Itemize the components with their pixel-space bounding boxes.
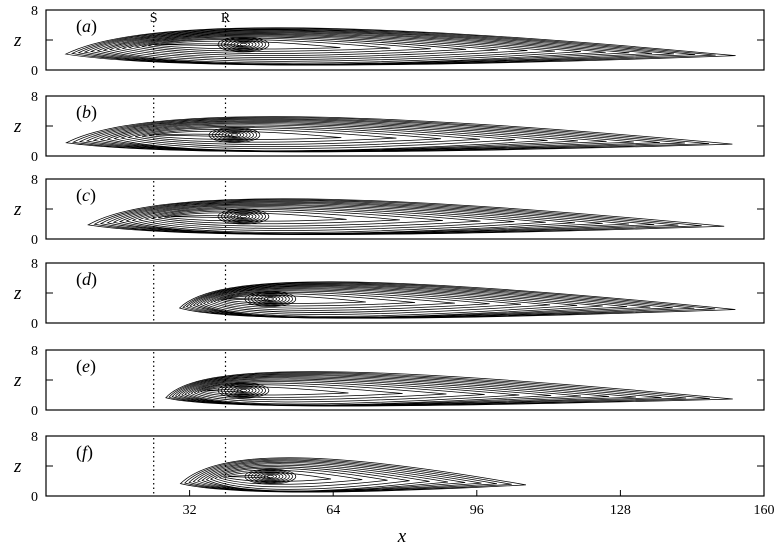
- x-tick-label: 160: [754, 503, 775, 518]
- y-axis-label: z: [13, 199, 22, 220]
- panel-label: (b): [76, 102, 97, 123]
- y-axis-label: z: [13, 370, 22, 391]
- contour-lines: [66, 117, 732, 152]
- station-label-r: R: [221, 11, 231, 26]
- contour-lines: [180, 458, 525, 492]
- y-axis-label: z: [13, 116, 22, 137]
- y-tick-label: 8: [31, 257, 38, 272]
- contour-lines: [180, 282, 736, 319]
- panel-b: 0 8z (b): [13, 90, 764, 165]
- y-tick-label: 8: [31, 173, 38, 188]
- y-tick-label: 8: [31, 4, 38, 19]
- contour-line: [148, 39, 390, 51]
- panel-label: (c): [76, 185, 96, 206]
- x-axis-label: x: [397, 526, 407, 547]
- y-tick-label: 8: [31, 430, 38, 445]
- contour-line: [101, 121, 607, 151]
- y-axis-label: z: [13, 456, 22, 477]
- y-axis-label: z: [13, 283, 22, 304]
- x-tick-label: 32: [183, 503, 197, 518]
- panel-label: (f): [76, 442, 93, 463]
- station-label-s: S: [150, 11, 158, 26]
- contour-core: [231, 134, 237, 136]
- y-tick-label: 0: [31, 404, 38, 419]
- contour-core: [240, 43, 246, 45]
- contour-core: [240, 389, 246, 391]
- contour-core: [267, 298, 273, 300]
- panel-c: 0 8z (c): [13, 173, 764, 248]
- contour-core: [240, 215, 246, 217]
- y-tick-label: 0: [31, 150, 38, 165]
- y-tick-label: 8: [31, 90, 38, 105]
- contour-lines: [66, 28, 736, 65]
- y-tick-label: 0: [31, 233, 38, 248]
- y-tick-label: 0: [31, 490, 38, 505]
- panel-label: (a): [76, 16, 97, 37]
- panel-label: (e): [76, 356, 96, 377]
- contour-core: [267, 475, 273, 477]
- panel-a: S R 0 8z (a): [13, 4, 764, 79]
- panel-d: 0 8z (d): [13, 257, 764, 332]
- panel-e: 0 8z (e): [13, 344, 764, 419]
- x-tick-label: 128: [610, 503, 631, 518]
- panel-label: (d): [76, 269, 97, 290]
- x-tick-label: 64: [326, 503, 340, 518]
- y-axis-label: z: [13, 30, 22, 51]
- y-tick-label: 8: [31, 344, 38, 359]
- y-tick-label: 0: [31, 317, 38, 332]
- contour-lines: [88, 199, 724, 235]
- contour-core: [218, 383, 269, 398]
- x-axis: 32 64 96 128 160: [183, 490, 775, 518]
- contour-lines: [166, 372, 733, 406]
- panel-f: 0 8z (f): [13, 430, 764, 505]
- contour-core: [209, 128, 260, 143]
- x-tick-label: 96: [470, 503, 484, 518]
- y-tick-label: 0: [31, 64, 38, 79]
